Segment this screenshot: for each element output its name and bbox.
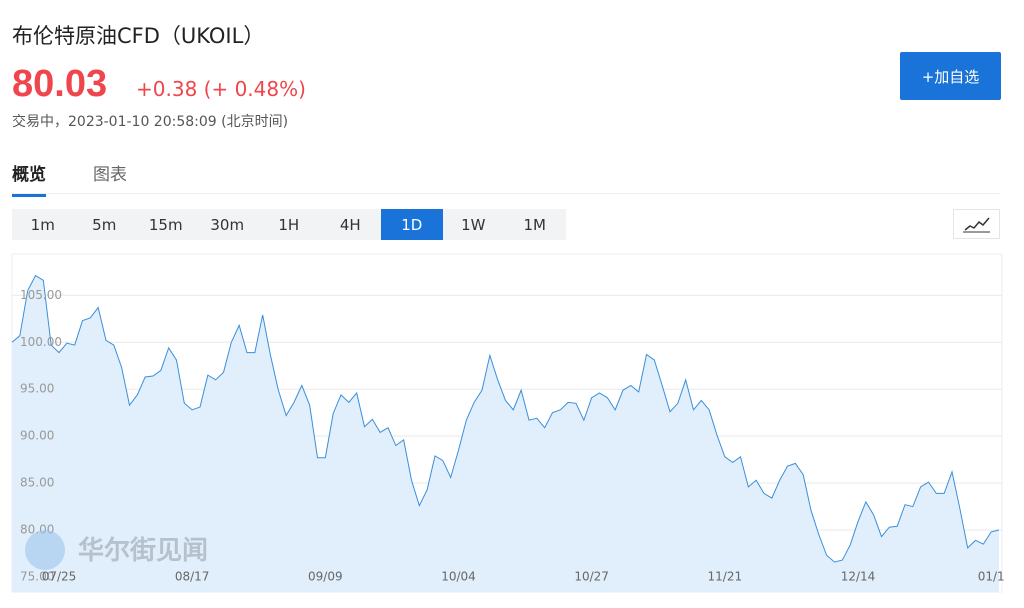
y-tick-label: 100.00: [20, 335, 62, 349]
interval-button[interactable]: 30m: [210, 215, 245, 234]
add-watchlist-button[interactable]: +加自选: [900, 52, 1001, 100]
y-tick-label: 105.00: [20, 288, 62, 302]
price-line: [11, 274, 1000, 563]
x-tick-label: 08/17: [175, 570, 210, 584]
y-tick-label: 90.00: [20, 429, 54, 443]
y-tick-label: 95.00: [20, 382, 54, 396]
area-fill: [12, 275, 999, 592]
interval-button[interactable]: 1M: [523, 215, 547, 234]
interval-button[interactable]: 1H: [278, 215, 300, 234]
title: 布伦特原油CFD（UKOIL）: [12, 24, 265, 48]
watermark-logo: [25, 530, 65, 570]
x-tick-label: 01/1: [978, 570, 1005, 584]
interval-bar: 1m 5m 15m 30m 1H 4H 1D 1W 1M: [12, 209, 566, 240]
change: +0.38 (+ 0.48%): [136, 77, 306, 101]
watermark: 华尔街见闻: [78, 535, 208, 566]
x-tick-label: 12/14: [841, 570, 876, 584]
y-tick-label: 75.00: [20, 569, 54, 583]
tab[interactable]: 概览: [12, 160, 46, 197]
interval-button[interactable]: 5m: [92, 215, 117, 234]
chart-type-button[interactable]: [953, 209, 1000, 239]
divider: [12, 193, 1000, 194]
x-tick-label: 10/04: [441, 570, 476, 584]
tab[interactable]: 图表: [93, 165, 127, 185]
status: 交易中，2023-01-10 20:58:09 (北京时间): [12, 114, 289, 130]
x-tick-label: 07/25: [42, 570, 77, 584]
x-tick-label: 11/21: [708, 570, 743, 584]
interval-button[interactable]: 4H: [339, 215, 361, 234]
interval-button[interactable]: 1m: [30, 215, 55, 234]
x-tick-label: 10/27: [574, 570, 609, 584]
line-icon: [963, 217, 990, 233]
interval-button[interactable]: 15m: [148, 215, 183, 234]
interval-button[interactable]: 1W: [461, 215, 486, 234]
price: 80.03: [12, 63, 108, 105]
x-tick-label: 09/09: [308, 570, 343, 584]
y-tick-label: 85.00: [20, 476, 54, 490]
interval-button[interactable]: 1D: [381, 209, 443, 240]
